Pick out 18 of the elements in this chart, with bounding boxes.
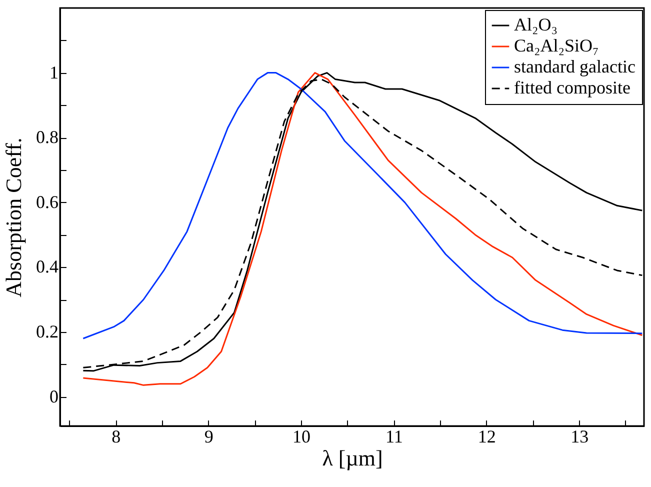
x-axis-title: λ [µm] xyxy=(322,446,383,470)
x-tick-label: 9 xyxy=(204,426,214,446)
y-tick-label: 0.2 xyxy=(36,322,58,342)
y-tick-label: 0.8 xyxy=(36,127,58,148)
y-tick-label: 1 xyxy=(50,62,58,82)
x-tick-label: 13 xyxy=(570,426,589,446)
x-tick-label: 8 xyxy=(112,426,121,446)
y-tick-label: 0.6 xyxy=(36,192,58,212)
x-tick-label: 10 xyxy=(292,426,311,446)
legend-label: Al₂O₃ xyxy=(514,14,558,34)
legend-label: Ca₂Al₂SiO₇ xyxy=(514,36,599,56)
x-tick-label: 12 xyxy=(478,426,496,446)
y-axis-title: Absorption Coeff. xyxy=(1,138,26,298)
y-tick-label: 0 xyxy=(50,386,58,406)
y-tick-label: 0.4 xyxy=(36,256,58,277)
legend-label: fitted composite xyxy=(514,78,630,98)
legend-label: standard galactic xyxy=(514,56,636,76)
x-tick-label: 11 xyxy=(386,426,403,446)
